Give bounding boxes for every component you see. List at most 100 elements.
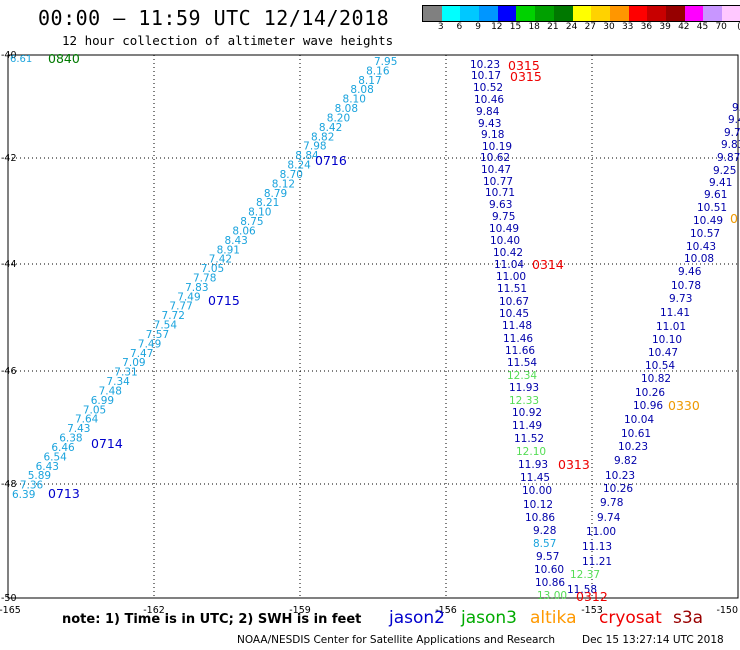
track-a-wave-height: 6.54 <box>43 451 67 463</box>
track-b-wave-height: 11.04 <box>494 259 524 271</box>
color-swatch <box>647 6 666 21</box>
page-subtitle: 12 hour collection of altimeter wave hei… <box>62 33 394 48</box>
track-b-wave-height: 10.86 <box>525 512 555 524</box>
page-title: 00:00 — 11:59 UTC 12/14/2018 <box>38 6 390 30</box>
track-b-wave-height: 9.75 <box>492 211 515 223</box>
track-c-wave-height: 12.37 <box>570 569 600 581</box>
track-b-wave-height: 10.86 <box>535 577 565 589</box>
track-b-wave-height: 9.63 <box>489 199 512 211</box>
track-a-wave-height: 8.21 <box>256 197 279 209</box>
track-a-wave-height: 8.12 <box>272 178 295 190</box>
color-scale-label: 15 <box>509 22 522 32</box>
color-scale-label: 33 <box>621 22 634 32</box>
track-c-wave-height: 10.43 <box>686 241 716 253</box>
track-c-wave-height: 9.73 <box>669 293 692 305</box>
latitude-label: -44 <box>1 259 17 270</box>
track-b-wave-height: 10.45 <box>499 308 529 320</box>
longitude-label: -162 <box>143 605 165 616</box>
color-scale-bar <box>422 5 740 22</box>
color-scale-label: 70 <box>715 22 727 32</box>
latitude-label: -42 <box>1 153 17 164</box>
track-c-wave-height: 9.82 <box>614 455 637 467</box>
track-a-wave-height: 8.84 <box>295 150 319 162</box>
latitude-label: -40 <box>1 50 17 61</box>
track-c-wave-height: 10.78 <box>671 280 701 292</box>
track-c-wave-height: 10.49 <box>693 215 723 227</box>
track-a-wave-height: 8.17 <box>358 75 381 87</box>
track-b-wave-height: 10.12 <box>523 499 553 511</box>
track-a-wave-height: 7.31 <box>114 367 137 379</box>
track-b-wave-height: 9.57 <box>536 551 559 563</box>
track-c-wave-height: 10.23 <box>605 470 635 482</box>
track-a-top-height: 6.61 <box>10 54 32 65</box>
latitude-label: -48 <box>1 479 17 490</box>
color-scale-label: 12 <box>491 22 503 32</box>
color-swatch <box>497 6 517 21</box>
track-c-wave-height: 9.25 <box>713 165 736 177</box>
track-b-wave-height: 12.10 <box>516 446 546 458</box>
satellite-legend-item: cryosat <box>599 608 662 628</box>
track-b-wave-height: 10.46 <box>474 94 504 106</box>
track-c-wave-height: 11.58 <box>567 584 597 596</box>
track-a-wave-height: 8.82 <box>311 131 334 143</box>
track-a-time-label: 0714 <box>91 436 123 451</box>
track-c-wave-height: 9.87 <box>717 152 740 164</box>
track-c-wave-height: 10.47 <box>648 347 678 359</box>
track-a-wave-height: 7.43 <box>67 423 90 435</box>
track-c-wave-height: 11.01 <box>656 321 686 333</box>
color-swatch <box>703 6 722 21</box>
track-b-wave-height: 8.57 <box>533 538 556 550</box>
track-c-wave-height: 10.82 <box>641 373 671 385</box>
track-c-wave-height: 10.26 <box>603 483 633 495</box>
track-b-wave-height: 12.33 <box>509 395 539 407</box>
track-b-wave-height: 10.77 <box>483 176 513 188</box>
track-b-wave-height: 11.66 <box>505 345 535 357</box>
track-b-wave-height: 10.40 <box>490 235 520 247</box>
track-b-wave-height: 11.46 <box>503 333 533 345</box>
color-scale-label: 42 <box>678 22 690 32</box>
satellite-legend-item: jason3 <box>461 608 517 628</box>
color-swatch <box>722 6 740 21</box>
track-a-wave-height: 7.09 <box>122 357 145 369</box>
track-b-time-label: 0315 <box>510 69 542 84</box>
track-c-wave-height: 10.23 <box>618 441 648 453</box>
track-a-wave-height: 6.46 <box>51 442 75 454</box>
track-b-wave-height: 10.47 <box>481 164 511 176</box>
color-swatch <box>628 6 648 21</box>
track-a-time-label: 0715 <box>208 293 240 308</box>
track-a-wave-height: 7.34 <box>106 376 130 388</box>
track-c-wave-height: 11.41 <box>660 307 690 319</box>
color-swatch <box>441 6 461 21</box>
track-b-wave-height: 11.45 <box>520 472 550 484</box>
track-c-wave-height: 11.00 <box>586 526 616 538</box>
track-c-wave-height: 9.46 <box>678 266 702 278</box>
color-scale-label: 24 <box>565 22 578 32</box>
track-b-wave-height: 10.00 <box>522 485 552 497</box>
color-swatch <box>553 6 573 21</box>
color-swatch <box>665 6 685 21</box>
track-b-time-label: 0313 <box>558 457 590 472</box>
color-scale-label: 36 <box>640 22 653 32</box>
track-a-wave-height: 8.79 <box>264 188 287 200</box>
track-b-wave-height: 9.18 <box>481 129 504 141</box>
track-b-time-label: 0315 <box>508 58 540 73</box>
track-c-wave-height: 9.41 <box>728 114 740 126</box>
color-scale-label: 45 <box>696 22 709 32</box>
track-c-wave-height: 9.14 <box>732 102 740 114</box>
track-a-wave-height: 8.16 <box>366 65 390 77</box>
track-c-wave-height: 10.57 <box>690 228 720 240</box>
track-a-wave-height: 8.06 <box>232 225 256 237</box>
track-a-wave-height: 8.43 <box>224 235 247 247</box>
track-b-wave-height: 10.62 <box>480 152 510 164</box>
color-swatch <box>479 6 498 21</box>
track-c-edge-label: 0 <box>730 211 738 226</box>
track-a-wave-height: 8.91 <box>217 244 240 256</box>
track-b-wave-height: 9.84 <box>476 106 500 118</box>
track-b-wave-height: 11.93 <box>518 459 548 471</box>
color-swatch <box>516 6 536 21</box>
track-a-wave-height: 7.95 <box>374 56 397 68</box>
latitude-label: -50 <box>1 593 17 604</box>
track-c-wave-height: 9.83 <box>721 139 740 151</box>
longitude-label: -165 <box>0 605 21 616</box>
